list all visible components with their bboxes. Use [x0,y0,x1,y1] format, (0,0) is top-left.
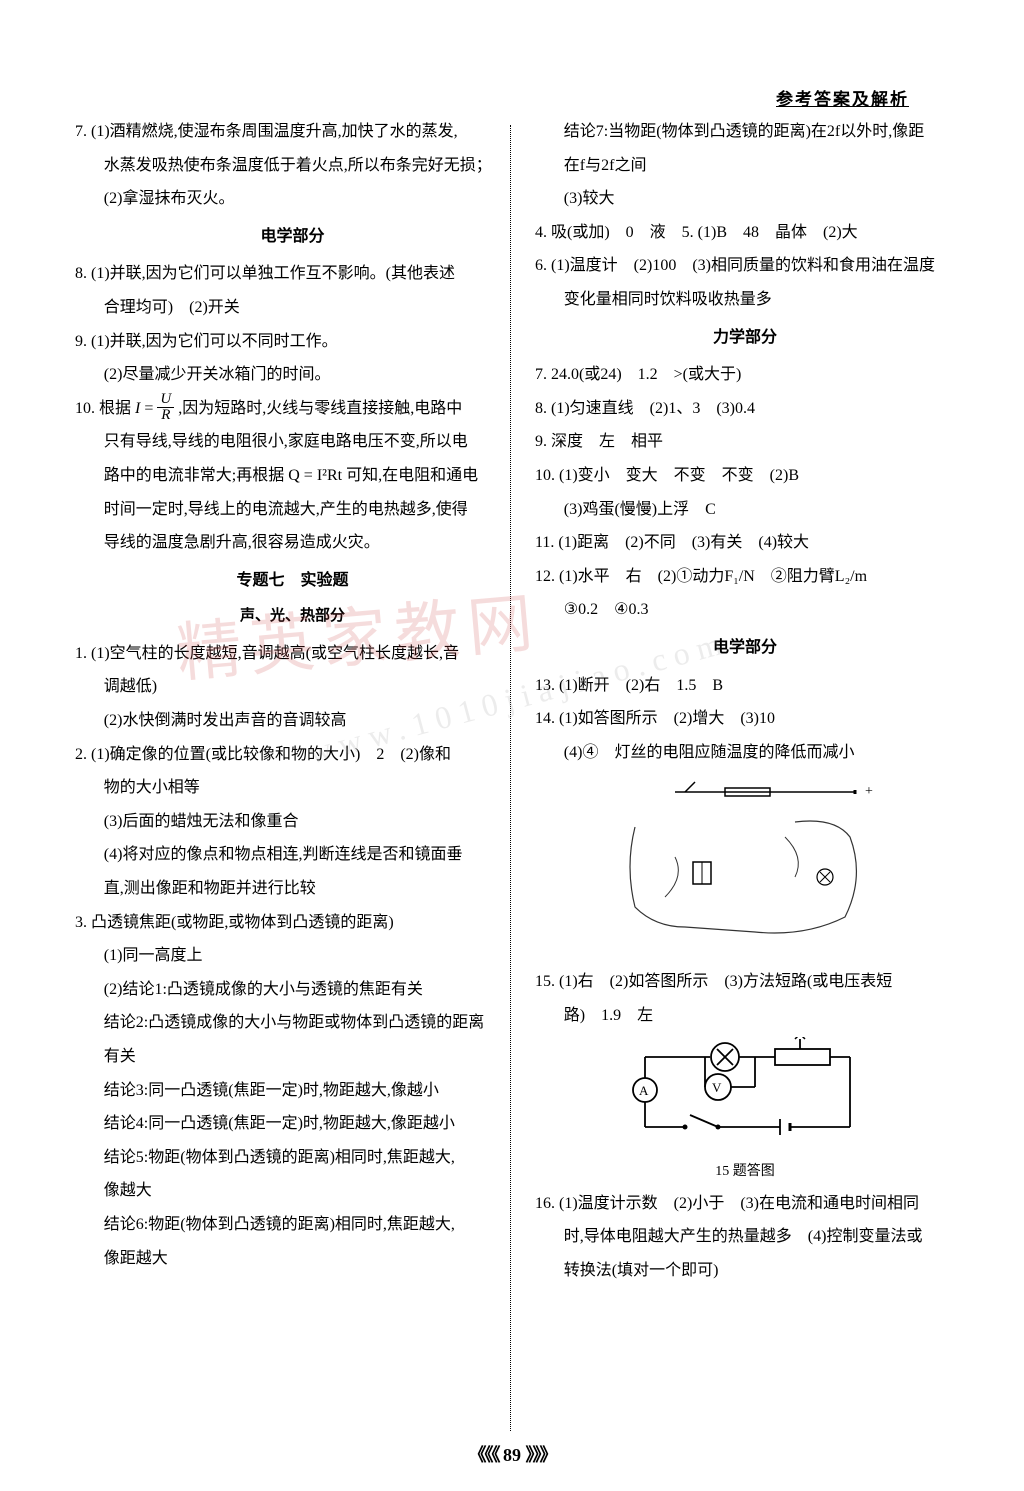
q10-line1: 10. 根据 I = UR ,因为短路时,火线与零线直接接触,电路中 [75,392,510,426]
page-number: 《《《 89 》》》 [469,1441,556,1467]
rq16-line3: 转换法(填对一个即可) [535,1254,955,1288]
svg-text:V: V [712,1080,722,1095]
subsection-sound-light-heat: 声、光、热部分 [75,601,510,633]
svg-text:A: A [639,1083,649,1098]
rq13: 13. (1)断开 (2)右 1.5 B [535,669,955,703]
q3-line3: (2)结论1:凸透镜成像的大小与透镜的焦距有关 [75,973,510,1007]
rq15-line1: 15. (1)右 (2)如答图所示 (3)方法短路(或电压表短 [535,965,955,999]
q3-line4: 结论2:凸透镜成像的大小与物距或物体到凸透镜的距离 [75,1006,510,1040]
q10-post: ,因为短路时,火线与零线直接接触,电路中 [174,400,462,417]
q9-line2: (2)尽量减少开关冰箱门的时间。 [75,358,510,392]
page-num: 89 [499,1445,526,1465]
q7-line1: 7. (1)酒精燃烧,使湿布条周围温度升高,加快了水的蒸发, [75,115,510,149]
q10-pre: 10. 根据 [75,400,135,417]
circuit-svg-15: A V [605,1037,885,1152]
section-mechanics: 力学部分 [535,321,955,355]
q1-line3: (2)水快倒满时发出声音的音调较高 [75,704,510,738]
q10-line3: 路中的电流非常大;再根据 Q = I²Rt 可知,在电阻和通电 [75,459,510,493]
rq10-line1: 10. (1)变小 变大 不变 不变 (2)B [535,459,955,493]
q10-line2: 只有导线,导线的电阻很小,家庭电路电压不变,所以电 [75,425,510,459]
column-separator [510,125,511,1431]
q10-line4: 时间一定时,导线上的电流越大,产生的电热越多,使得 [75,493,510,527]
q3-line11: 像距越大 [75,1242,510,1276]
q2-line2: 物的大小相等 [75,771,510,805]
q1-line1: 1. (1)空气柱的长度越短,音调越高(或空气柱长度越长,音 [75,637,510,671]
formula-u: U [157,392,174,408]
q3-line6: 结论3:同一凸透镜(焦距一定)时,物距越大,像越小 [75,1074,510,1108]
rq14-line1: 14. (1)如答图所示 (2)增大 (3)10 [535,702,955,736]
circuit-svg-14: + [605,777,885,957]
r-line1: 结论7:当物距(物体到凸透镜的距离)在2f以外时,像距 [535,115,955,149]
page-header: 参考答案及解析 [776,85,909,110]
rq14-line2: (4)④ 灯丝的电阻应随温度的降低而减小 [535,736,955,770]
content-wrapper: 7. (1)酒精燃烧,使湿布条周围温度升高,加快了水的蒸发, 水蒸发吸热使布条温… [75,115,964,1288]
q3-line2: (1)同一高度上 [75,939,510,973]
rq12-line2: ③0.2 ④0.3 [535,593,955,627]
section-electricity-2: 电学部分 [535,631,955,665]
formula-r: R [157,408,174,423]
rq7: 7. 24.0(或24) 1.2 >(或大于) [535,358,955,392]
right-column: 结论7:当物距(物体到凸透镜的距离)在2f以外时,像距 在f与2f之间 (3)较… [535,115,955,1288]
rq16-line2: 时,导体电阻越大产生的热量越多 (4)控制变量法或 [535,1220,955,1254]
q8-line1: 8. (1)并联,因为它们可以单独工作互不影响。(其他表述 [75,257,510,291]
q1-line2: 调越低) [75,670,510,704]
r-line2: 在f与2f之间 [535,149,955,183]
svg-text:+: + [865,784,873,799]
rq12-line1: 12. (1)水平 右 (2)①动力F₁/N ②阻力臂L₂/m [535,560,955,594]
circuit-diagram-15: A V [605,1037,885,1152]
rq15-line2: 路) 1.9 左 [535,999,955,1033]
page-deco-left: 《《《 [469,1445,499,1465]
q2-line3: (3)后面的蜡烛无法和像重合 [75,805,510,839]
section-electricity: 电学部分 [75,220,510,254]
q7-line2: 水蒸发吸热使布条温度低于着火点,所以布条完好无损； [75,149,510,183]
rq6-line1: 6. (1)温度计 (2)100 (3)相同质量的饮料和食用油在温度 [535,249,955,283]
q2-line4: (4)将对应的像点和物点相连,判断连线是否和镜面垂 [75,838,510,872]
circuit-caption-15: 15 题答图 [535,1157,955,1186]
formula-eq: = [140,400,157,417]
q3-line8: 结论5:物距(物体到凸透镜的距离)相同时,焦距越大, [75,1141,510,1175]
q8-line2: 合理均可) (2)开关 [75,291,510,325]
q2-line1: 2. (1)确定像的位置(或比较像和物的大小) 2 (2)像和 [75,738,510,772]
rq10-line2: (3)鸡蛋(慢慢)上浮 C [535,493,955,527]
rq16-line1: 16. (1)温度计示数 (2)小于 (3)在电流和通电时间相同 [535,1187,955,1221]
section-experiment: 专题七 实验题 [75,564,510,598]
circuit-diagram-14: + [605,777,885,957]
formula-fraction: UR [157,392,174,423]
q7-line3: (2)拿湿抹布灭火。 [75,182,510,216]
rq11: 11. (1)距离 (2)不同 (3)有关 (4)较大 [535,526,955,560]
q10-line5: 导线的温度急剧升高,很容易造成火灾。 [75,526,510,560]
q3-line5: 有关 [75,1040,510,1074]
rq6-line2: 变化量相同时饮料吸收热量多 [535,283,955,317]
rq9: 9. 深度 左 相平 [535,425,955,459]
q3-line7: 结论4:同一凸透镜(焦距一定)时,物距越大,像距越小 [75,1107,510,1141]
q2-line5: 直,测出像距和物距并进行比较 [75,872,510,906]
q3-line9: 像越大 [75,1174,510,1208]
q9-line1: 9. (1)并联,因为它们可以不同时工作。 [75,325,510,359]
q3-line10: 结论6:物距(物体到凸透镜的距离)相同时,焦距越大, [75,1208,510,1242]
left-column: 7. (1)酒精燃烧,使湿布条周围温度升高,加快了水的蒸发, 水蒸发吸热使布条温… [75,115,510,1288]
q3-line1: 3. 凸透镜焦距(或物距,或物体到凸透镜的距离) [75,906,510,940]
rq8: 8. (1)匀速直线 (2)1、3 (3)0.4 [535,392,955,426]
page-deco-right: 》》》 [526,1445,556,1465]
rq4: 4. 吸(或加) 0 液 5. (1)B 48 晶体 (2)大 [535,216,955,250]
r-line3: (3)较大 [535,182,955,216]
